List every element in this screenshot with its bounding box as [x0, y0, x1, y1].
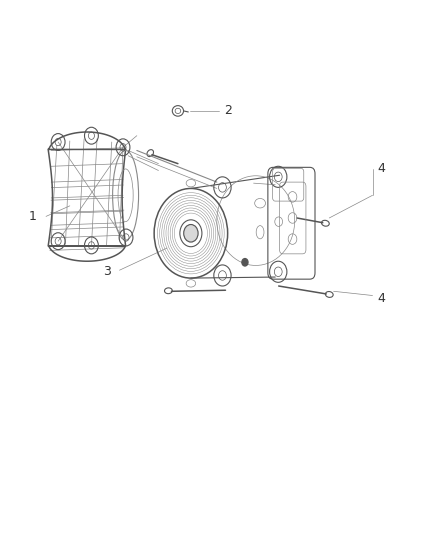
Text: 4: 4	[377, 163, 385, 175]
Text: 1: 1	[29, 210, 37, 223]
Text: 2: 2	[224, 104, 232, 117]
Text: 3: 3	[102, 265, 110, 278]
Text: 4: 4	[377, 292, 385, 305]
Circle shape	[242, 259, 248, 266]
Circle shape	[184, 224, 198, 242]
